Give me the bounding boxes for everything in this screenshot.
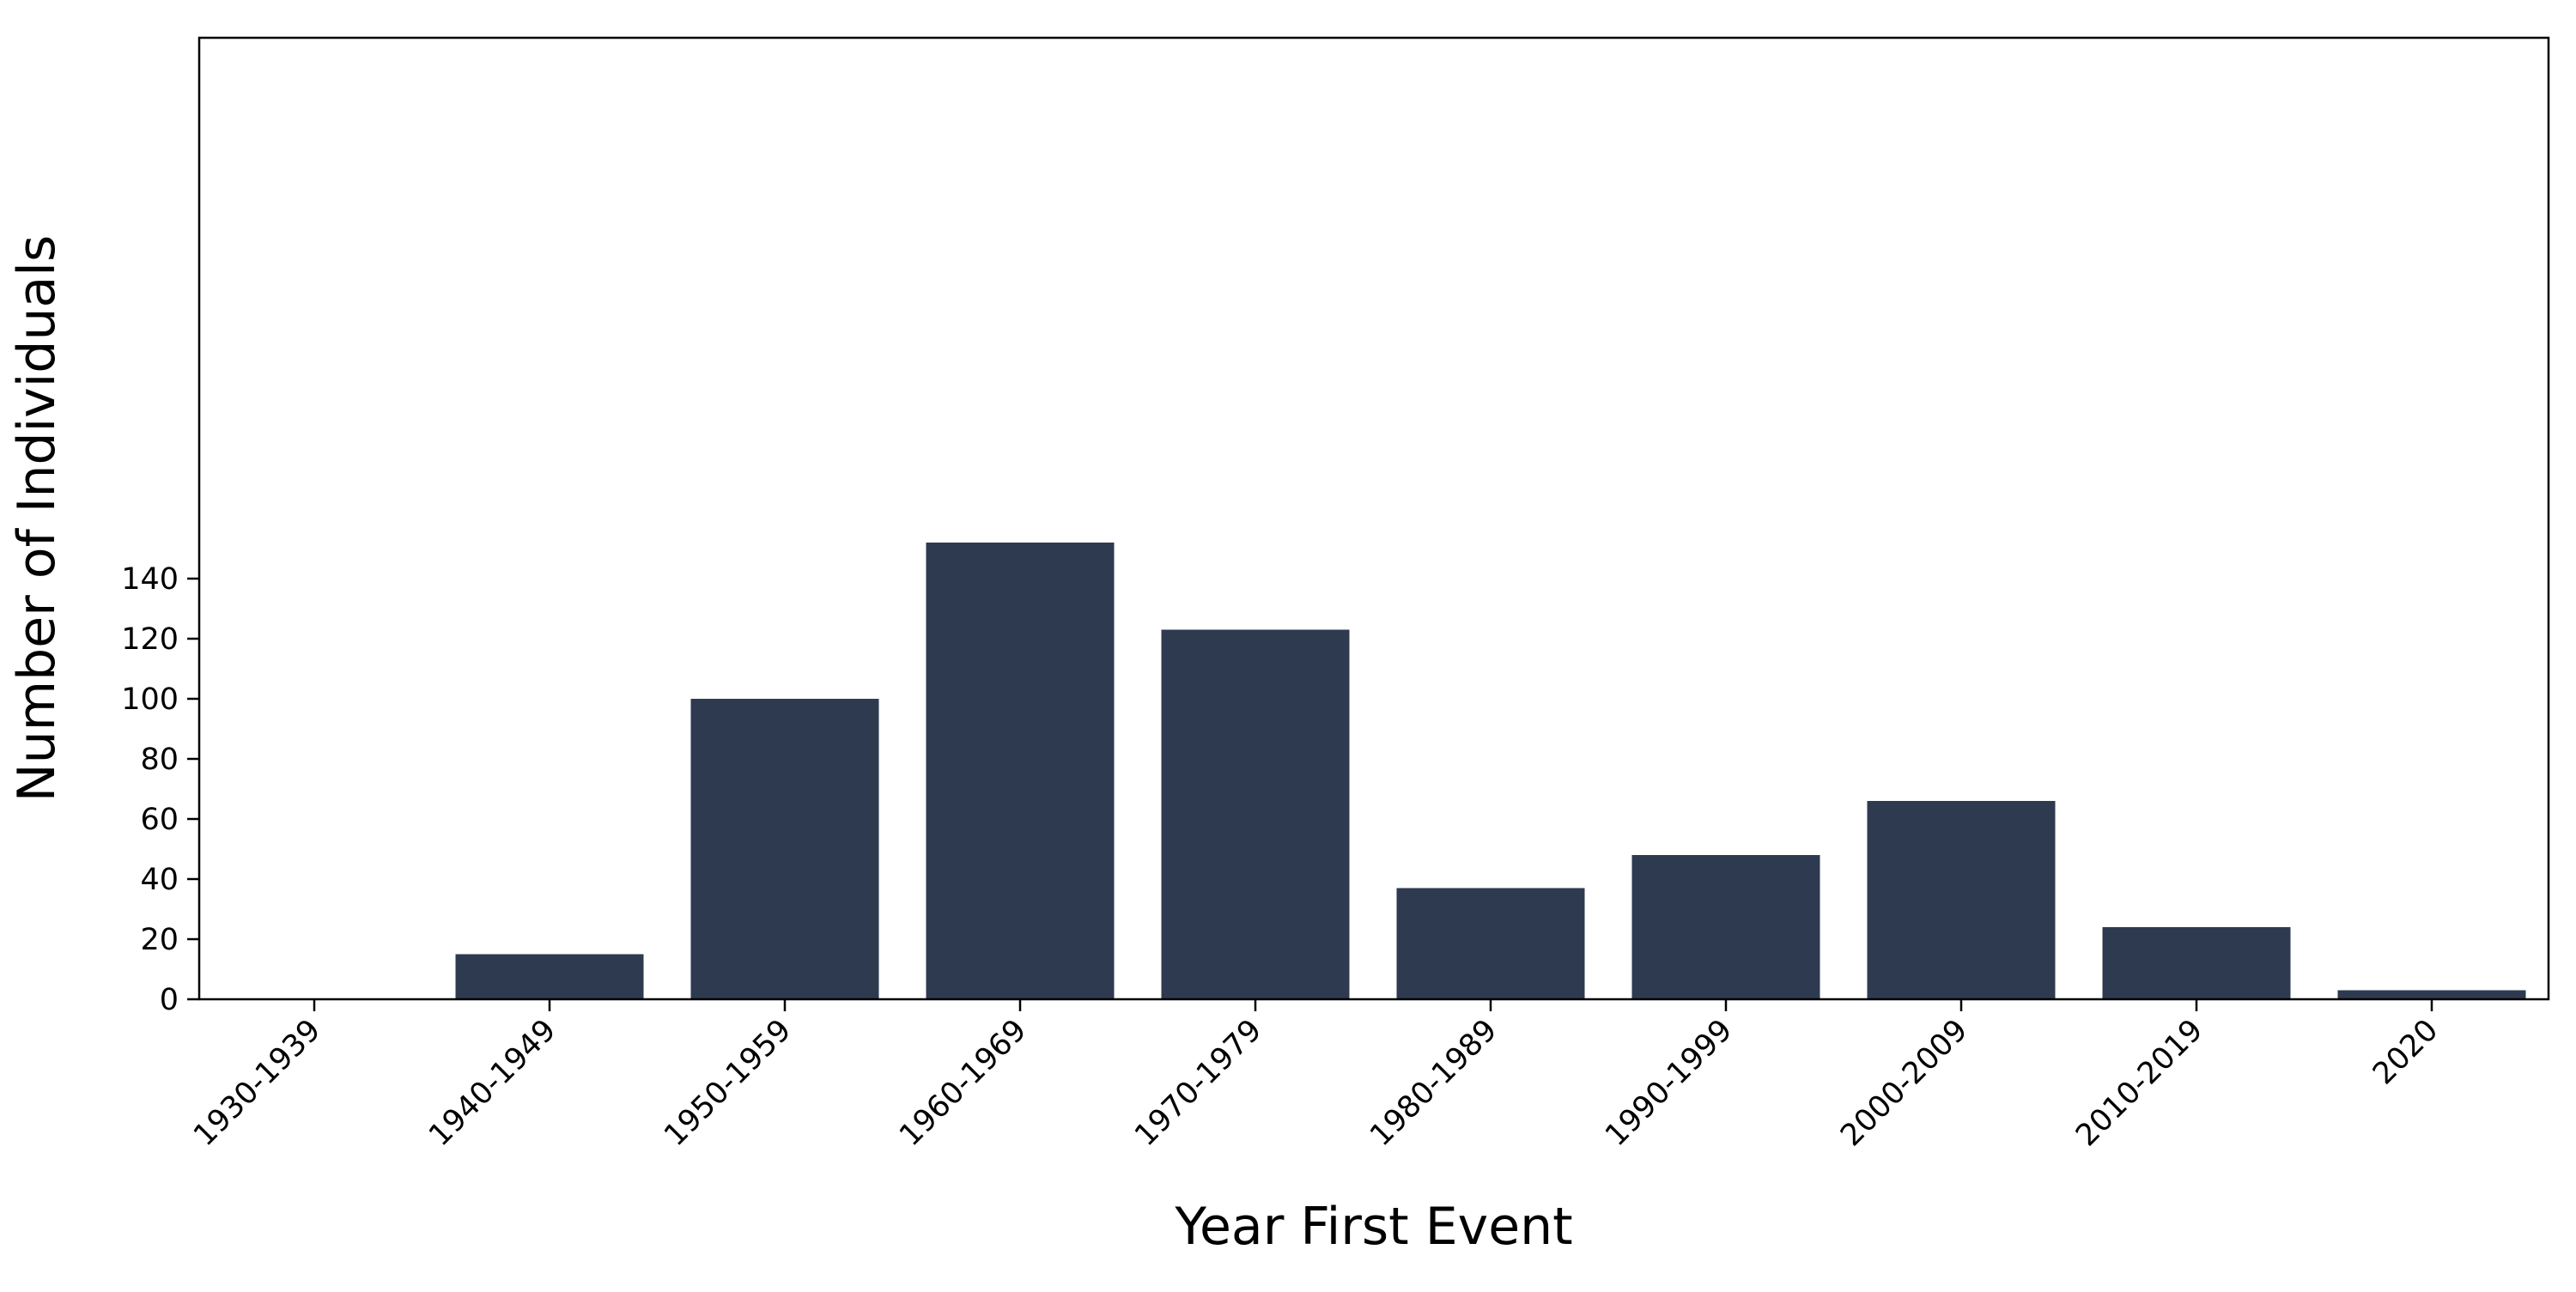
- x-tick-label: 2010-2019: [2069, 1013, 2209, 1153]
- bar-1960-1969: [926, 543, 1115, 999]
- y-tick-label: 120: [121, 622, 179, 657]
- y-axis-label: Number of Individuals: [7, 235, 67, 802]
- y-tick-label: 0: [160, 983, 179, 1017]
- x-tick-label: 2020: [2366, 1013, 2445, 1091]
- y-tick-label: 100: [121, 682, 179, 717]
- y-axis-ticks: 0 20 40 60 80 100 120 140: [121, 562, 199, 1017]
- plot-area: [199, 38, 2549, 999]
- bar-1990-1999: [1631, 855, 1820, 999]
- x-axis-ticks: 1930-1939 1940-1949 1950-1959 1960-1969 1970…: [187, 999, 2445, 1153]
- y-tick-label: 20: [140, 923, 179, 957]
- x-tick-label: 1990-1999: [1599, 1013, 1739, 1153]
- x-tick-label: 1940-1949: [422, 1013, 562, 1153]
- x-tick-label: 1970-1979: [1128, 1013, 1268, 1153]
- x-tick-label: 2000-2009: [1834, 1013, 1974, 1153]
- x-tick-label: 1930-1939: [187, 1013, 327, 1153]
- x-tick-label: 1960-1969: [893, 1013, 1033, 1153]
- y-tick-label: 40: [140, 863, 179, 897]
- y-tick-label: 60: [140, 803, 179, 837]
- bars-group: [455, 543, 2526, 999]
- bar-1950-1959: [690, 699, 879, 999]
- x-tick-label: 1980-1989: [1364, 1013, 1504, 1153]
- bar-1940-1949: [455, 954, 644, 999]
- bar-1970-1979: [1161, 629, 1350, 999]
- bar-2010-2019: [2102, 927, 2291, 999]
- y-tick-label: 80: [140, 743, 179, 777]
- bar-2020: [2337, 990, 2526, 999]
- bar-2000-2009: [1867, 801, 2056, 999]
- bar-1980-1989: [1396, 888, 1585, 999]
- x-axis-label: Year First Event: [1174, 1197, 1572, 1257]
- plot-frame: [197, 36, 2550, 1001]
- x-tick-label: 1950-1959: [658, 1013, 798, 1153]
- y-tick-label: 140: [121, 562, 179, 597]
